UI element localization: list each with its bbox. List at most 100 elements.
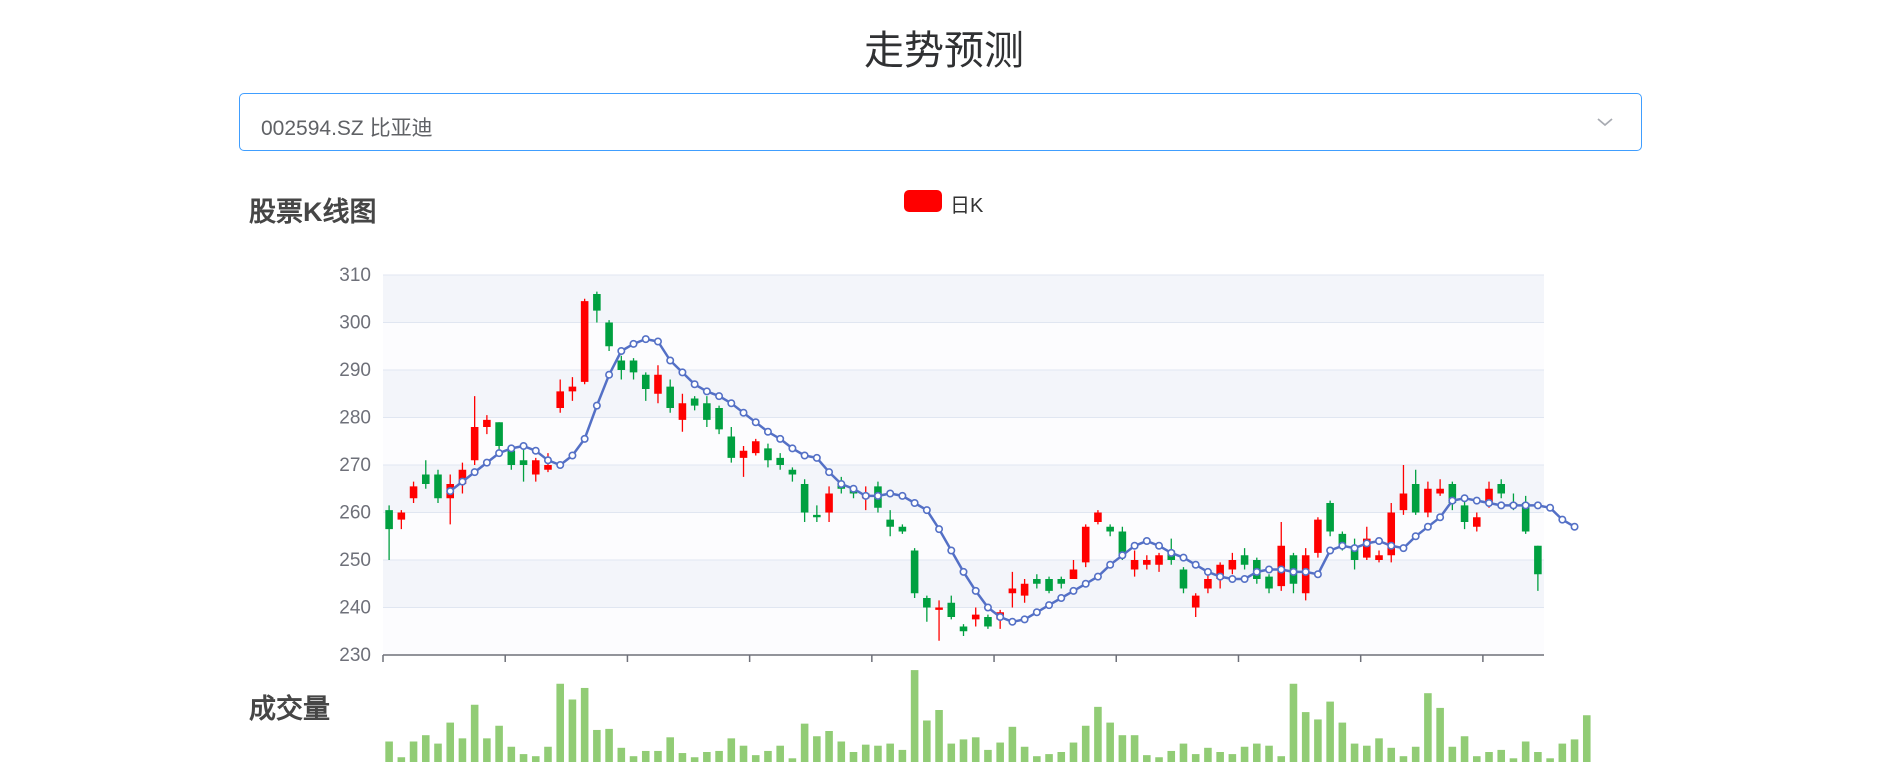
volume-bar (1521, 741, 1530, 762)
volume-bar (1179, 743, 1188, 762)
candle-body (1497, 484, 1506, 494)
grid-band (383, 512, 1544, 560)
candle-body (580, 301, 589, 382)
volume-bar (776, 745, 784, 762)
ma-point (1558, 515, 1567, 524)
volume-bar (1143, 755, 1151, 762)
ma-point (1228, 574, 1237, 583)
ma-point (935, 525, 944, 534)
candle-body (1179, 569, 1188, 589)
candle-body (666, 386, 674, 408)
candle-body (776, 457, 784, 465)
volume-bar (1350, 743, 1359, 762)
ma-point (1118, 551, 1127, 560)
candle-body (617, 360, 626, 370)
candle-body (910, 550, 919, 594)
candle-body (1045, 579, 1053, 591)
ma-point (1020, 615, 1029, 624)
stock-select[interactable]: 002594.SZ 比亚迪 (239, 93, 1642, 151)
ma-point (629, 339, 638, 348)
ma-point (1509, 501, 1518, 510)
candle-body (1240, 555, 1249, 565)
ma-point (873, 491, 882, 500)
volume-bar (971, 737, 980, 762)
volume-bar (1191, 754, 1200, 762)
volume-bar (1570, 739, 1579, 762)
ma-point (1045, 601, 1054, 610)
y-tick-label: 230 (339, 645, 371, 666)
y-tick-label: 240 (339, 598, 371, 619)
volume-bar (1558, 743, 1567, 762)
kline-section-title: 股票K线图 (249, 197, 377, 227)
candle-body (703, 403, 711, 420)
y-tick-label: 250 (339, 550, 371, 571)
ma-point (825, 468, 834, 477)
grid-band (383, 560, 1544, 608)
volume-bar (1240, 746, 1249, 762)
ma-point (653, 337, 662, 346)
ma-point (543, 456, 552, 465)
ma-point (1411, 532, 1420, 541)
candle-body (1326, 503, 1334, 532)
volume-bar (690, 757, 699, 762)
candle-body (1448, 484, 1457, 503)
grid-band (383, 417, 1544, 465)
grid-band (383, 465, 1544, 513)
ma-point (1570, 522, 1579, 531)
grid-band (383, 322, 1544, 370)
volume-bar (1008, 726, 1017, 762)
ma-point (983, 603, 992, 612)
candle-body (1057, 579, 1066, 584)
candle-body (1472, 517, 1481, 527)
ma-point (1387, 541, 1396, 550)
ma-point (812, 453, 821, 462)
volume-bar (1057, 752, 1066, 762)
volume-bar (923, 720, 931, 762)
volume-bar (397, 757, 406, 762)
candle-body (1265, 576, 1273, 589)
ma-point (1460, 494, 1469, 503)
ma-point (605, 370, 614, 379)
volume-bar (654, 750, 662, 762)
candle-body (1069, 569, 1078, 579)
ma-point (495, 449, 504, 458)
volume-bar (409, 741, 418, 762)
volume-bar (947, 743, 956, 762)
candle-body (495, 422, 503, 446)
ma-point (617, 346, 626, 355)
y-tick-label: 270 (339, 455, 371, 476)
ma-point (971, 586, 980, 595)
candle-body (470, 427, 479, 461)
ma-point (837, 479, 846, 488)
candle-body (544, 465, 552, 470)
volume-bar (666, 737, 674, 762)
candle-body (507, 450, 516, 465)
ma-point (776, 434, 785, 443)
candle-body (739, 450, 748, 458)
volume-bar (531, 756, 540, 762)
volume-bar (641, 750, 650, 762)
candle-body (690, 398, 699, 406)
ma-point (556, 460, 565, 469)
volume-bar (1253, 743, 1261, 762)
ma-point (715, 392, 724, 401)
volume-bar (764, 750, 772, 762)
volume-bar (1399, 756, 1408, 762)
ma-point (1167, 548, 1176, 557)
volume-bar (1387, 747, 1396, 762)
volume-bar (1289, 683, 1298, 762)
volume-bar (959, 739, 968, 762)
volume-bar (1472, 756, 1481, 762)
candle-body (556, 391, 564, 408)
volume-bar (861, 744, 870, 762)
y-tick-label: 260 (339, 503, 371, 524)
ma-point (458, 477, 467, 486)
ma-point (1472, 496, 1481, 505)
ma-point (849, 484, 858, 493)
volume-bar (788, 758, 797, 762)
volume-bar (1094, 706, 1102, 762)
candle-body (715, 408, 723, 430)
volume-bar (898, 749, 907, 762)
volume-bar (1582, 715, 1591, 762)
